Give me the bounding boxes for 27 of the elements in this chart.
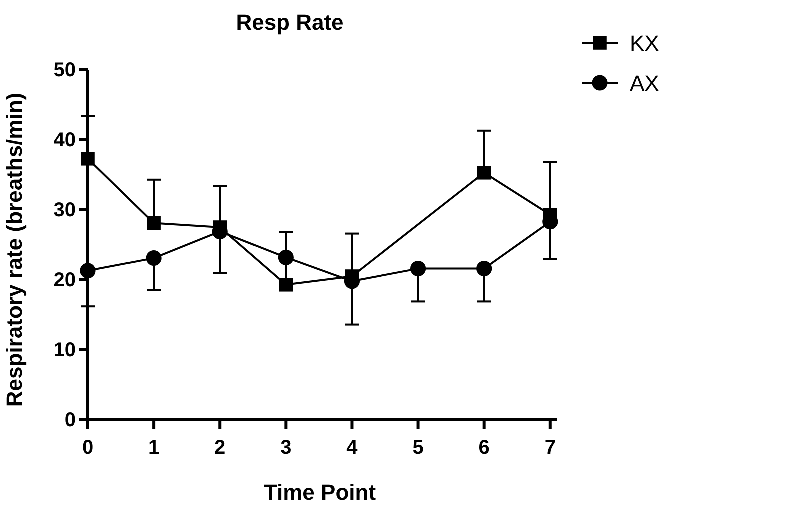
y-tick-label: 20 [54,269,76,292]
x-tick-label: 7 [544,437,556,459]
point [80,263,96,279]
x-tick-label: 0 [82,437,94,459]
y-tick-label: 10 [54,339,76,362]
x-axis-title: Time Point [264,480,377,505]
point [81,152,95,166]
x-tick-label: 2 [214,437,226,459]
x-tick-label: 4 [346,437,359,459]
point [477,166,492,180]
legend-label: KX [630,31,660,56]
x-tick-label: 5 [412,437,424,459]
y-tick-label: 30 [54,199,76,222]
point [279,278,294,292]
legend-label: AX [630,71,660,96]
x-tick-label: 1 [148,437,160,459]
point [146,250,162,266]
x-tick-label: 6 [478,437,490,459]
x-tick-label: 3 [280,437,292,459]
y-tick-label: 50 [54,59,76,82]
y-tick-label: 40 [54,129,76,152]
point [476,261,492,277]
point [147,216,161,230]
y-tick-label: 0 [64,409,76,432]
point [410,261,426,277]
y-axis-title: Respiratory rate (breaths/min) [2,92,27,408]
chart-title: Resp Rate [236,10,344,35]
